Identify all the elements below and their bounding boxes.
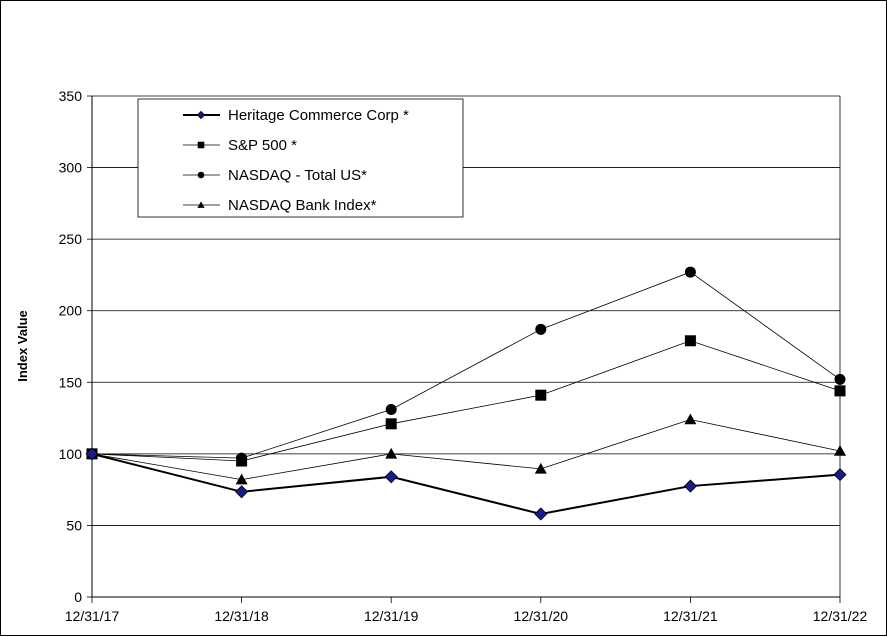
axes xyxy=(91,96,841,598)
series-line-0 xyxy=(91,452,841,516)
data-point-3-4 xyxy=(684,413,697,425)
y-tick-label: 100 xyxy=(59,446,83,462)
legend: Heritage Commerce Corp * S&P 500 * NASDAQ … xyxy=(137,98,464,218)
series-line-2 xyxy=(91,271,841,459)
legend-box xyxy=(137,98,464,218)
legend-marker-0 xyxy=(196,110,206,120)
data-point-0-1 xyxy=(235,485,249,499)
data-point-0-4 xyxy=(683,479,697,493)
data-point-1-3 xyxy=(535,389,547,401)
legend-marker-1 xyxy=(197,141,205,149)
data-point-1-1 xyxy=(236,455,248,467)
data-point-2-2 xyxy=(385,403,397,415)
series-line-3 xyxy=(91,419,841,481)
legend-marker-3 xyxy=(197,201,205,208)
data-point-3-5 xyxy=(834,444,846,456)
legend-entry-label: NASDAQ Bank Index* xyxy=(228,197,377,214)
data-point-1-2 xyxy=(385,418,397,430)
data-point-2-5 xyxy=(834,373,846,385)
y-axis-ticks: 0 50 100 150 200 250 300 350 xyxy=(59,88,92,605)
x-tick-label: 12/31/18 xyxy=(214,608,269,624)
series-markers xyxy=(85,266,847,521)
x-tick-label: 12/31/20 xyxy=(514,608,569,624)
legend-entry-label: NASDAQ - Total US* xyxy=(228,167,367,184)
x-tick-label: 12/31/17 xyxy=(65,608,120,624)
data-point-3-2 xyxy=(385,447,398,459)
data-point-0-5 xyxy=(833,468,847,482)
legend-entry-label: S&P 500 * xyxy=(228,137,297,154)
y-tick-label: 300 xyxy=(59,160,83,176)
y-tick-label: 150 xyxy=(59,374,83,390)
data-point-2-4 xyxy=(684,266,696,278)
legend-entry-label: Heritage Commerce Corp * xyxy=(228,107,409,124)
series-line-1 xyxy=(91,340,841,462)
data-point-0-2 xyxy=(384,470,398,484)
x-axis-ticks: 12/31/17 12/31/18 12/31/19 12/31/20 12/31/21… xyxy=(65,597,868,624)
legend-marker-2 xyxy=(197,171,205,179)
y-tick-label: 250 xyxy=(59,231,83,247)
y-tick-label: 200 xyxy=(59,303,83,319)
data-point-0-3 xyxy=(534,507,548,521)
data-point-2-3 xyxy=(535,323,547,335)
data-point-1-4 xyxy=(684,335,696,347)
data-point-0-0 xyxy=(85,447,99,461)
x-tick-label: 12/31/21 xyxy=(663,608,718,624)
y-tick-label: 350 xyxy=(59,88,83,104)
data-point-3-1 xyxy=(235,473,248,485)
y-axis-label: Index Value xyxy=(15,310,30,382)
x-tick-label: 12/31/19 xyxy=(364,608,419,624)
data-point-3-3 xyxy=(534,462,547,474)
x-tick-label: 12/31/22 xyxy=(813,608,868,624)
series-lines xyxy=(91,271,841,516)
y-tick-label: 0 xyxy=(74,589,82,605)
data-point-1-5 xyxy=(834,385,846,397)
y-tick-label: 50 xyxy=(66,517,82,533)
